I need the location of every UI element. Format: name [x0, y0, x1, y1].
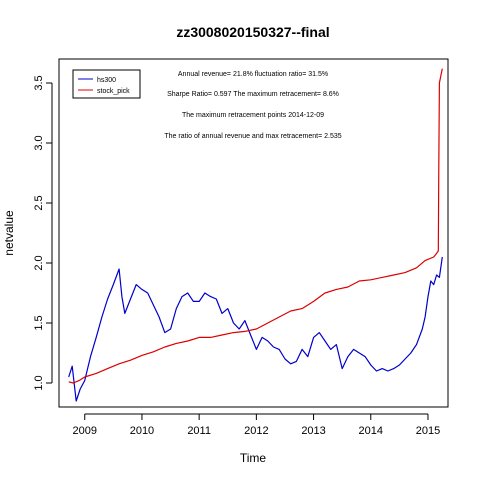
annotation-2: Sharpe Ratio= 0.597 The maximum retracem…: [167, 91, 339, 98]
legend-box: [72, 69, 141, 99]
annotation-4: The ratio of annual revenue and max retr…: [164, 133, 341, 140]
axes: 2009 2010 2011 2012 2013 2014 2015 1.0 1.5 2.0 2.5…: [33, 75, 440, 437]
x-tick-label: 2013: [301, 425, 325, 437]
y-tick-label: 2.0: [33, 255, 45, 270]
y-tick-label: 3.5: [33, 75, 45, 90]
legend: hs300 stock_pick: [72, 69, 141, 99]
y-tick-label: 3.0: [33, 135, 45, 150]
x-tick-label: 2010: [130, 425, 154, 437]
x-axis-label: Time: [240, 451, 267, 465]
x-tick-label: 2014: [359, 425, 383, 437]
y-tick-label: 2.5: [33, 195, 45, 210]
series-line-stock-pick: [68, 68, 443, 384]
legend-label-hs300: hs300: [97, 77, 116, 84]
y-tick-label: 1.5: [33, 315, 45, 330]
annotation-3: The maximum retracement points 2014-12-0…: [182, 112, 324, 119]
annotation-1: Annual revenue= 21.8% fluctuation ratio=…: [178, 71, 328, 78]
chart-title: zz3008020150327--final: [176, 24, 329, 40]
x-tick-label: 2011: [187, 425, 211, 437]
x-tick-label: 2009: [73, 425, 97, 437]
series-lines: [68, 68, 443, 402]
y-tick-label: 1.0: [33, 375, 45, 390]
legend-label-stock-pick: stock_pick: [97, 88, 130, 95]
annotations: Annual revenue= 21.8% fluctuation ratio=…: [164, 71, 341, 140]
series-line-hs300: [68, 256, 443, 402]
y-axis-label: netvalue: [2, 210, 16, 256]
x-tick-label: 2015: [416, 425, 440, 437]
plot-frame: [58, 58, 449, 408]
x-tick-label: 2012: [244, 425, 268, 437]
